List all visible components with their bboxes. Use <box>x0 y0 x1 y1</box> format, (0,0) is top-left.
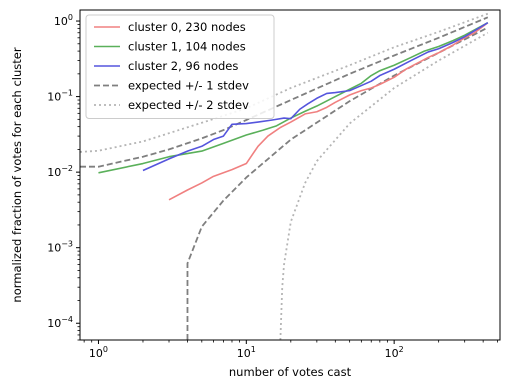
series-cluster-1-104-nodes-line <box>98 22 489 174</box>
legend-label: expected +/- 1 stdev <box>128 79 249 93</box>
legend: cluster 0, 230 nodes cluster 1, 104 nodes… <box>85 14 275 119</box>
x-axis-label: number of votes cast <box>229 365 352 379</box>
x-tick-label: 100 <box>89 345 108 360</box>
y-tick-label-exp: 0 <box>68 13 73 22</box>
y-tick-label: 100 <box>54 13 73 28</box>
y-tick-label-exp: −4 <box>61 315 73 324</box>
plot-area <box>80 12 489 340</box>
series-expected-1-stdev-line <box>80 16 489 168</box>
y-tick-label-base: 10 <box>47 317 61 330</box>
y-tick-label: 10−3 <box>47 240 73 255</box>
x-tick-label: 101 <box>237 345 256 360</box>
x-tick-label-base: 10 <box>237 347 251 360</box>
legend-box <box>85 14 275 119</box>
y-tick-label: 10−4 <box>47 315 73 330</box>
x-tick-label-exp: 1 <box>251 345 256 354</box>
x-tick-label-base: 10 <box>89 347 103 360</box>
legend-label: cluster 2, 96 nodes <box>128 59 238 73</box>
y-tick-label: 10−1 <box>47 89 73 104</box>
legend-label: cluster 1, 104 nodes <box>128 40 246 54</box>
y-tick-label-exp: −3 <box>61 240 73 249</box>
y-tick-label-base: 10 <box>47 91 61 104</box>
y-tick-label-exp: −1 <box>61 89 73 98</box>
y-tick-label-base: 10 <box>54 15 68 28</box>
x-tick-label-exp: 2 <box>399 345 404 354</box>
x-tick-label: 102 <box>385 345 404 360</box>
series-cluster-0-230-nodes-line <box>168 22 489 201</box>
y-axis-label: normalized fraction of votes for each cl… <box>10 47 24 302</box>
legend-label: cluster 0, 230 nodes <box>128 20 246 34</box>
legend-label: expected +/- 2 stdev <box>128 98 249 112</box>
x-tick-label-exp: 0 <box>103 345 108 354</box>
series-cluster-2-96-nodes-line <box>142 22 489 172</box>
axes-frame <box>79 9 501 341</box>
y-tick-label-base: 10 <box>47 166 61 179</box>
y-tick-label: 10−2 <box>47 164 73 179</box>
y-tick-label-base: 10 <box>47 242 61 255</box>
x-tick-label-base: 10 <box>385 347 399 360</box>
y-tick-label-exp: −2 <box>61 164 73 173</box>
